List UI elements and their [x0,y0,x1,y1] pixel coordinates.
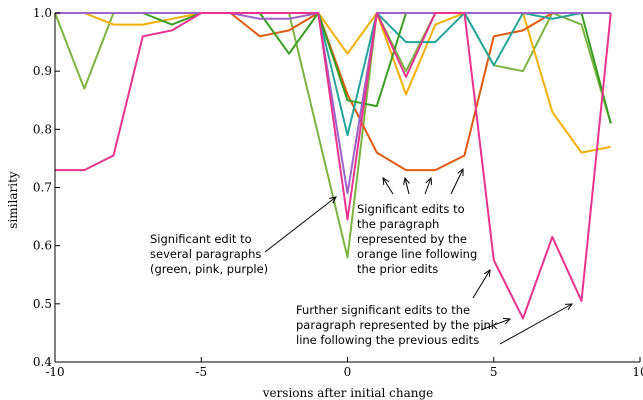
annotation-2-line: orange line following [357,247,477,261]
arrow-orange-3-head [425,176,433,186]
y-tick-label: 1.0 [33,6,52,20]
arrow-pink-2 [480,318,511,331]
tick-labels: 0.4 0.5 0.6 0.7 0.8 0.9 1.0 -10 -5 0 5 10 [33,6,643,379]
arrow-pink-3 [499,303,573,345]
arrow-orange-1-head [382,177,390,186]
arrow-orange-1 [382,177,394,195]
y-tick-label: 0.9 [33,64,52,78]
arrow-orange-2-head [403,176,410,185]
series-line-6 [55,12,611,195]
annotation-3-line: line following the previous edits [296,333,479,347]
series-line-1 [54,12,612,259]
arrow-edit-several-head [329,196,337,204]
series-lines [54,12,612,320]
annotation-3-line: paragraph represented by the pink [296,318,498,332]
x-tick-label: -5 [195,365,207,379]
series-line-7 [55,12,612,320]
annotation-1-line: (green, pink, purple) [150,262,268,276]
arrow-orange-4 [450,168,464,195]
series-line-3 [55,12,611,172]
annotation-1-line: Significant edit to [150,232,252,246]
y-tick-label: 0.8 [33,122,52,136]
y-tick-label: 0.5 [33,297,52,311]
x-tick-label: -10 [45,365,64,379]
arrow-pink-2-head [502,317,512,325]
arrow-orange-2 [404,177,410,195]
annotation-2-line: Significant edits to [357,202,465,216]
annotation-2-line: the paragraph [357,217,439,231]
x-tick-label: 5 [490,365,498,379]
series-line-2 [55,12,611,154]
annotation-2-line: the prior edits [357,262,438,276]
y-tick-label: 0.7 [33,181,52,195]
x-tick-label: 10 [632,365,643,379]
y-axis-title: similarity [6,171,20,229]
axes [54,12,641,363]
annotation-1-line: several paragraphs [150,247,261,261]
y-tick-label: 0.6 [33,239,52,253]
arrow-pink-3-head [564,303,574,311]
arrow-orange-3 [424,177,432,195]
x-tick-label: 0 [344,365,352,379]
arrow-edit-several [264,196,337,253]
annotation-2-line: represented by the [357,232,467,246]
arrow-orange-4-head [457,167,464,177]
x-axis-title: versions after initial change [262,386,434,400]
annotation-3-line: Further significant edits to the [296,303,470,317]
y-tick-label: 0.4 [33,355,52,369]
arrow-pink-1 [472,269,491,299]
arrow-pink-1-head [483,269,491,278]
